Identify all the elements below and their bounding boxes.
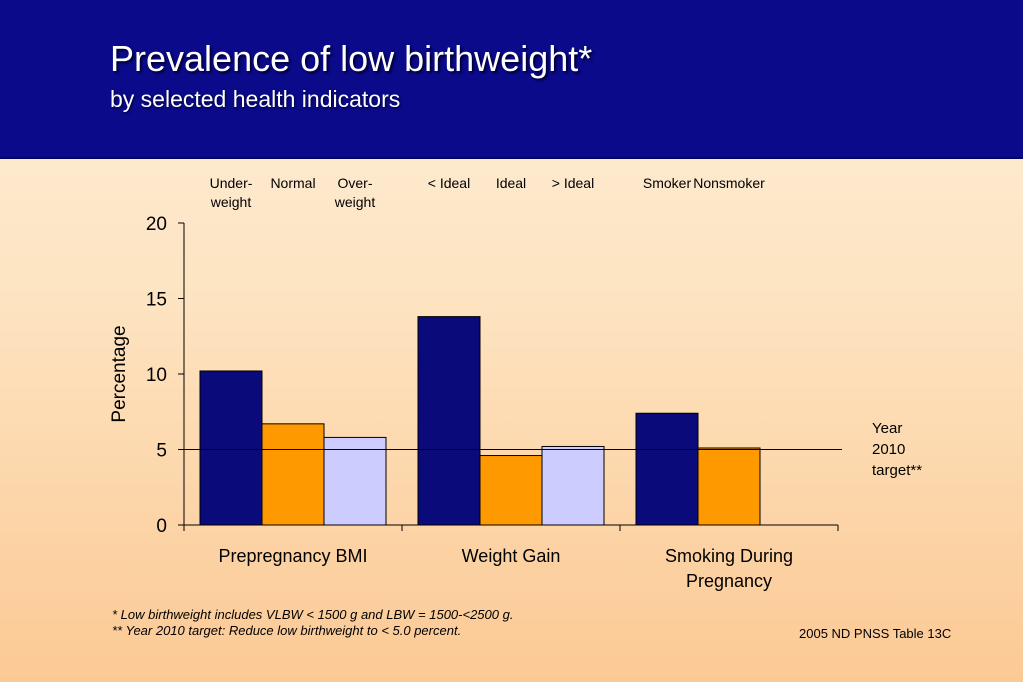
x-category-label: Weight Gain xyxy=(462,546,561,566)
bar xyxy=(417,316,481,526)
x-category-label: Smoking During xyxy=(665,546,793,566)
bar-label: Smoker xyxy=(643,175,692,191)
title-banner: Prevalence of low birthweight* by select… xyxy=(0,0,1023,159)
target-label: 2010 xyxy=(872,441,905,458)
bar-label: weight xyxy=(210,194,252,210)
y-axis-label: Percentage xyxy=(109,325,130,422)
bar xyxy=(199,370,263,526)
y-tick-label: 0 xyxy=(156,516,167,537)
y-tick-label: 5 xyxy=(156,441,167,462)
page-subtitle: by selected health indicators xyxy=(110,86,401,112)
footnote-lbw-definition: * Low birthweight includes VLBW < 1500 g… xyxy=(112,607,514,622)
bar-label: Nonsmoker xyxy=(693,175,765,191)
bar xyxy=(635,412,699,526)
bar-label: > Ideal xyxy=(552,175,594,191)
bar-label: Ideal xyxy=(496,175,526,191)
bar-label: Over- xyxy=(338,175,373,191)
bar-label: weight xyxy=(334,194,376,210)
bar-label: < Ideal xyxy=(428,175,470,191)
bar xyxy=(323,436,387,526)
target-label: target** xyxy=(872,462,922,479)
footnote-target-definition: ** Year 2010 target: Reduce low birthwei… xyxy=(112,623,462,638)
bar xyxy=(541,445,605,526)
y-tick-label: 20 xyxy=(146,214,167,235)
bar-label: Normal xyxy=(270,175,315,191)
x-category-label: Pregnancy xyxy=(686,571,772,591)
source-citation: 2005 ND PNSS Table 13C xyxy=(799,626,952,641)
bar xyxy=(261,423,325,526)
bar xyxy=(479,455,543,526)
x-category-label: Prepregnancy BMI xyxy=(218,546,367,566)
target-label: Year xyxy=(872,420,902,437)
bar-label: Under- xyxy=(210,175,253,191)
y-tick-label: 15 xyxy=(146,290,167,311)
page-title: Prevalence of low birthweight* xyxy=(110,38,593,79)
y-tick-label: 10 xyxy=(146,365,167,386)
bar xyxy=(697,447,761,526)
